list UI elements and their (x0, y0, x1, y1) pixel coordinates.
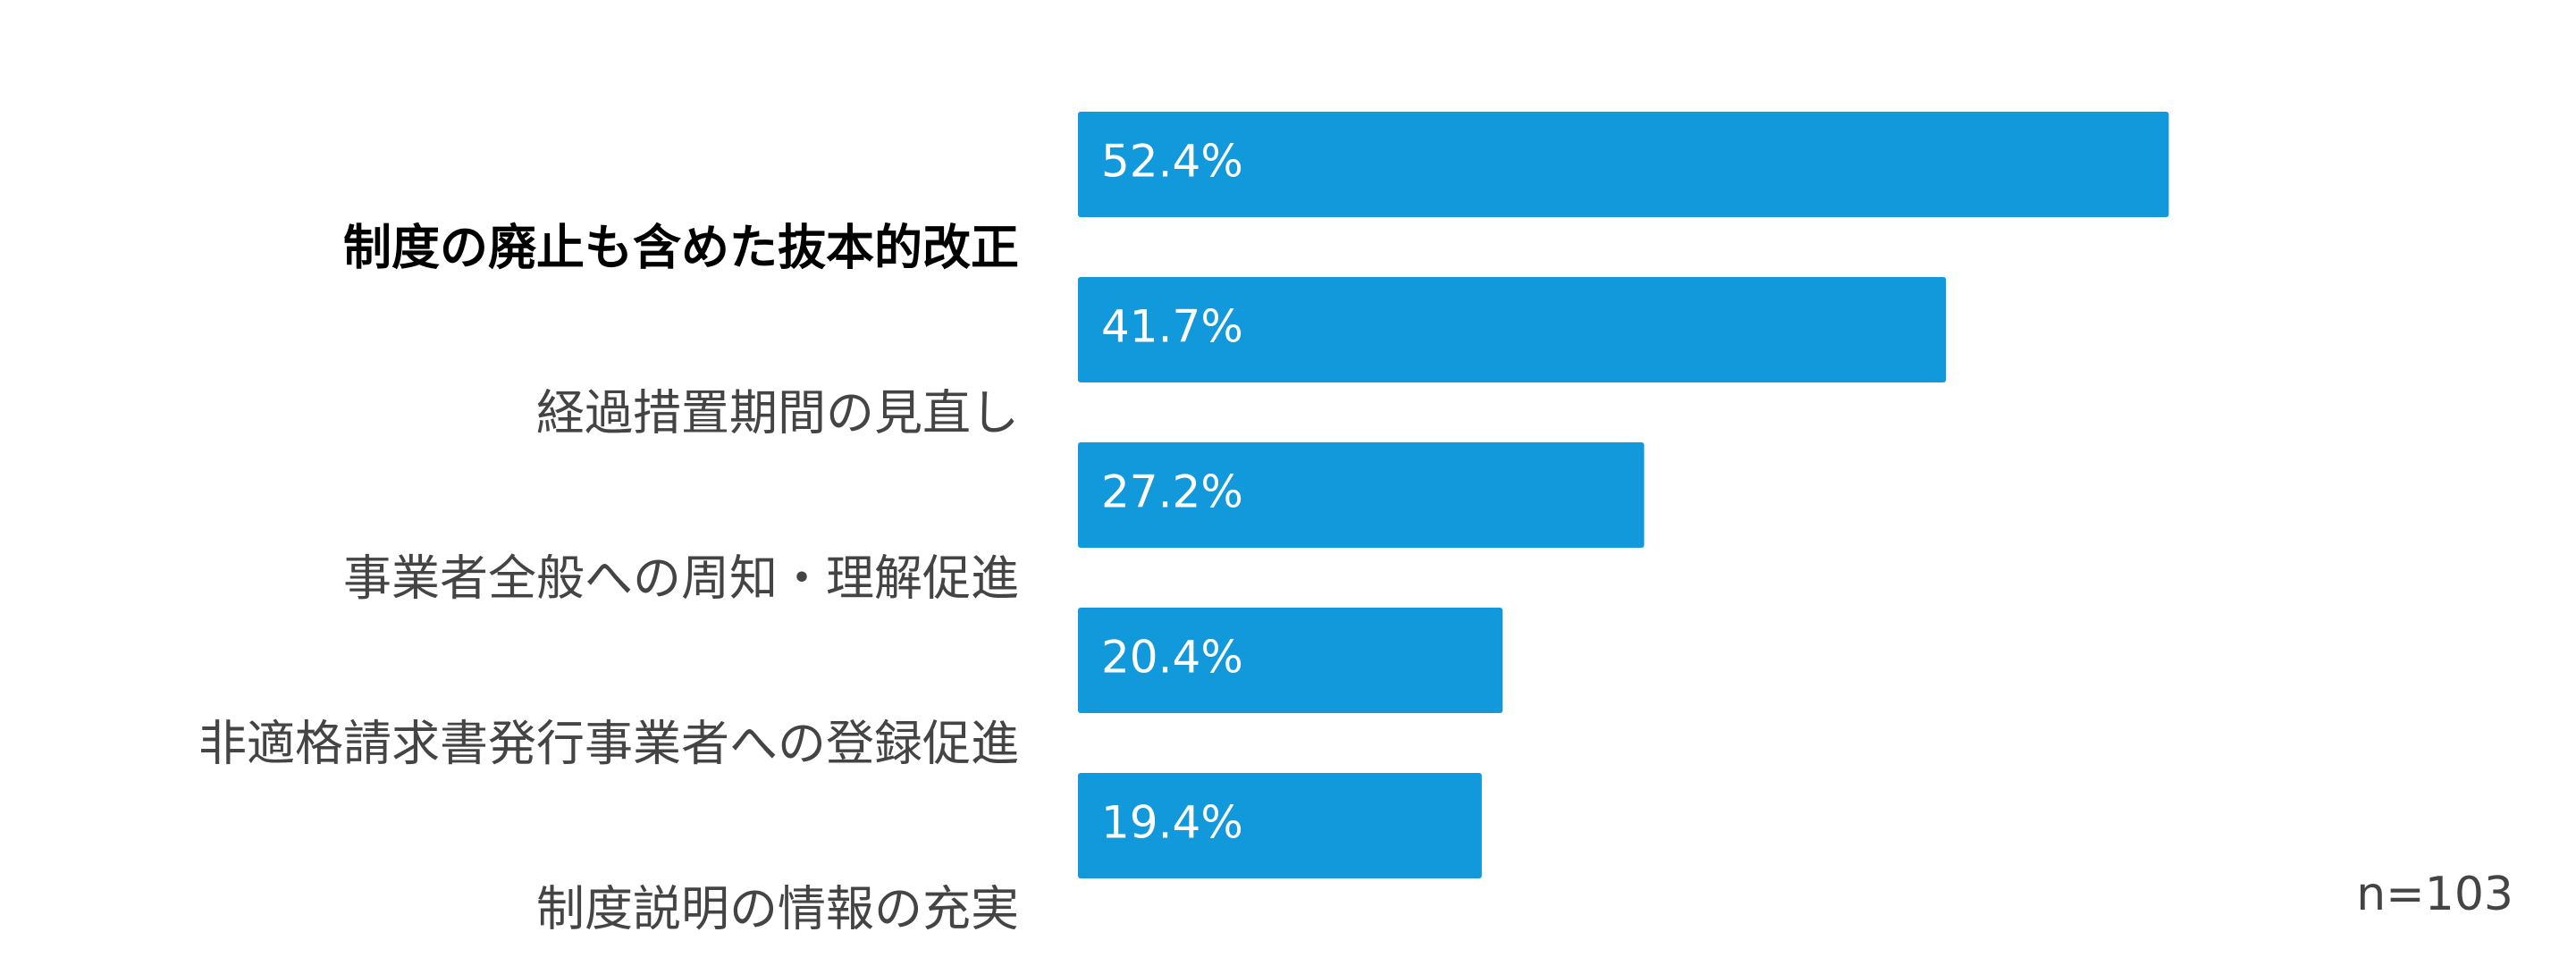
value-label: 41.7% (1101, 301, 1243, 353)
bar (1078, 442, 1645, 548)
sample-size-note: n=103 (2356, 868, 2513, 921)
value-label: 19.4% (1101, 797, 1243, 849)
bar (1078, 608, 1503, 713)
value-label: 52.4% (1101, 136, 1243, 188)
category-label: 制度の廃止も含めた抜本的改正 (343, 220, 1019, 276)
category-label: 経過措置期間の見直し (536, 385, 1019, 441)
bar (1078, 112, 2169, 217)
bar (1078, 277, 1947, 382)
category-label: 事業者全般への周知・理解促進 (343, 550, 1019, 607)
category-label: 制度説明の情報の充実 (536, 881, 1019, 937)
value-label: 20.4% (1101, 632, 1243, 684)
value-label: 27.2% (1101, 466, 1243, 518)
category-label: 非適格請求書発行事業者への登録促進 (198, 716, 1019, 772)
bar (1078, 773, 1482, 878)
